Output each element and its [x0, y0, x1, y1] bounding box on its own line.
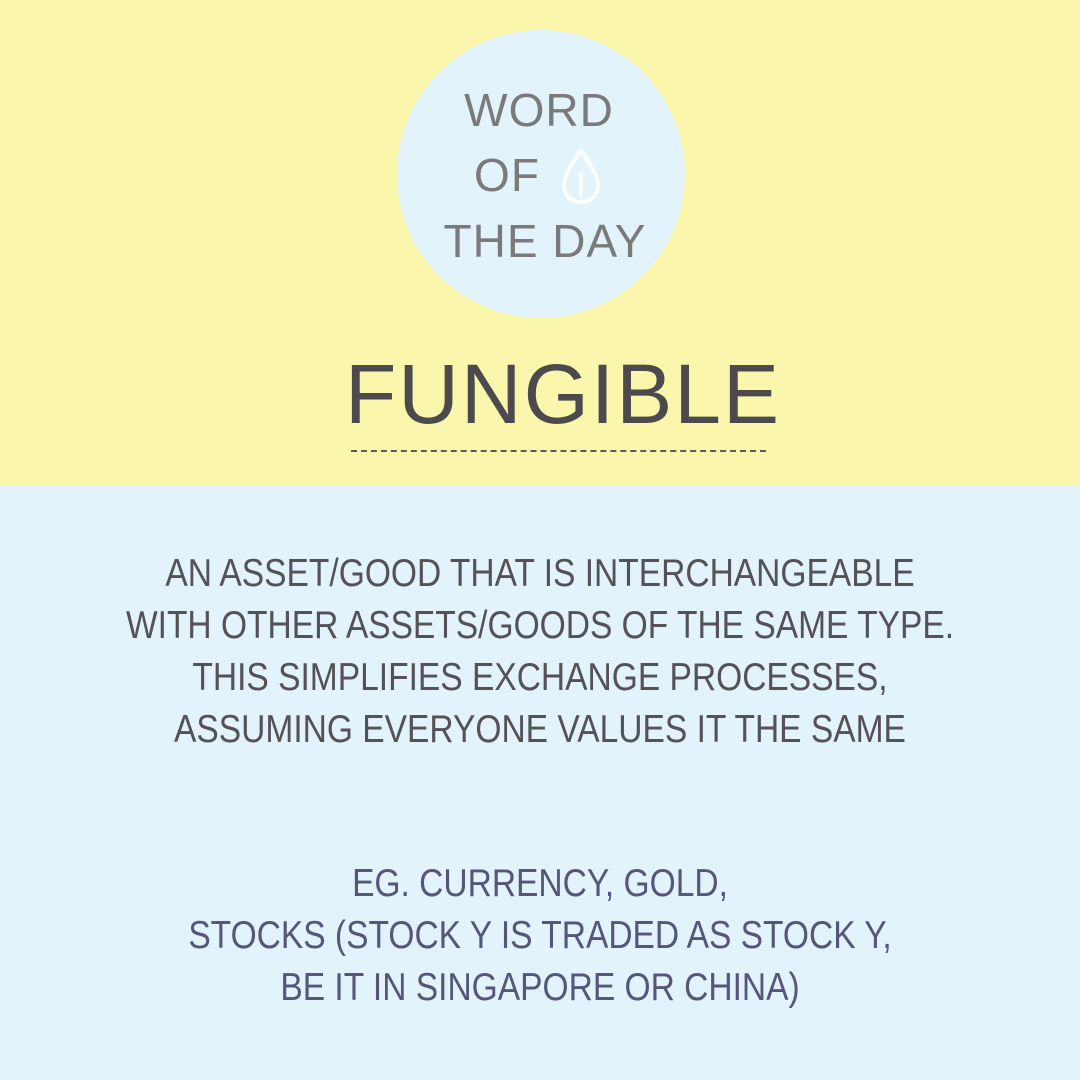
- badge-line-of: OF: [474, 149, 540, 201]
- bottom-panel: [0, 486, 1080, 1080]
- headword: FUNGIBLE: [344, 347, 782, 441]
- definition-line: WITH OTHER ASSETS/GOODS OF THE SAME TYPE…: [125, 604, 955, 647]
- badge-line-the-day: THE DAY: [443, 215, 647, 267]
- word-of-the-day-badge: WORD OF THE DAY: [397, 30, 685, 318]
- seed-icon: [562, 149, 600, 204]
- badge-line-word: WORD: [464, 84, 614, 136]
- example-line: BE IT IN SINGAPORE OR CHINA): [280, 966, 800, 1009]
- definition-line: THIS SIMPLIFIES EXCHANGE PROCESSES,: [192, 656, 888, 699]
- definition: AN ASSET/GOOD THAT IS INTERCHANGEABLE WI…: [40, 548, 1040, 756]
- example-line: STOCKS (STOCK Y IS TRADED AS STOCK Y,: [188, 914, 892, 957]
- definition-line: AN ASSET/GOOD THAT IS INTERCHANGEABLE: [165, 552, 915, 595]
- definition-line: ASSUMING EVERYONE VALUES IT THE SAME: [174, 708, 906, 751]
- example-line: EG. CURRENCY, GOLD,: [352, 862, 728, 905]
- dashed-divider: [351, 450, 766, 452]
- example: EG. CURRENCY, GOLD, STOCKS (STOCK Y IS T…: [40, 858, 1040, 1014]
